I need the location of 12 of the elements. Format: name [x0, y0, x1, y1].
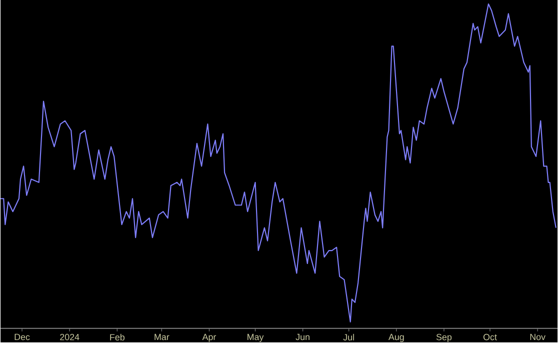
x-tick-label: Jun — [296, 334, 310, 340]
x-tick-label: May — [248, 334, 264, 342]
x-tick-label: Oct — [483, 334, 497, 340]
x-tick-label: Nov — [530, 334, 546, 340]
x-tick-label: Mar — [154, 334, 170, 340]
x-tick-label: Aug — [388, 334, 404, 342]
x-tick-label: Feb — [110, 334, 124, 340]
x-tick-label: 2024 — [60, 334, 80, 340]
x-tick-label: Dec — [14, 334, 30, 340]
x-tick-label: Sep — [436, 334, 452, 342]
x-tick-label: Jul — [343, 334, 354, 340]
x-tick-label: Apr — [202, 334, 216, 342]
